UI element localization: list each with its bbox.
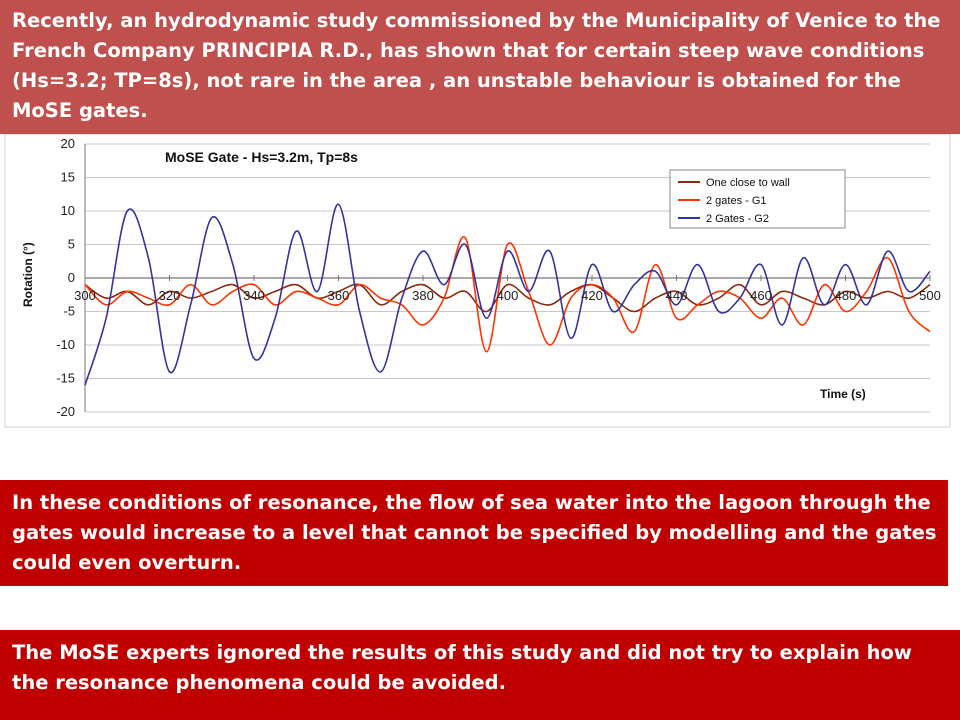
legend-label-2-gates-g1: 2 gates - G1 <box>706 195 767 207</box>
series-line-0 <box>84 283 931 313</box>
x-tick-label: 360 <box>328 288 350 303</box>
x-tick-label: 400 <box>497 288 519 303</box>
chart-title: MoSE Gate - Hs=3.2m, Tp=8s <box>165 149 358 165</box>
x-tick-label: 460 <box>750 288 772 303</box>
x-tick-label: 300 <box>74 288 96 303</box>
y-tick-label: 10 <box>61 203 75 218</box>
banner-top: Recently, an hydrodynamic study commissi… <box>0 0 960 134</box>
x-axis-title: Time (s) <box>820 387 866 401</box>
x-tick-labels: 300 320 340 360 380 400 420 440 460 480 500 <box>74 288 941 303</box>
x-tick-label: 440 <box>666 288 688 303</box>
y-tick-label: 15 <box>61 170 75 185</box>
y-tick-label: 20 <box>61 136 75 151</box>
y-tick-label: -15 <box>56 371 75 386</box>
x-tick-label: 340 <box>243 288 265 303</box>
x-tick-label: 500 <box>919 288 941 303</box>
banner-bottom: The MoSE experts ignored the results of … <box>0 630 960 720</box>
y-tick-labels: 20 15 10 5 0 -5 -10 -15 -20 <box>56 136 75 419</box>
x-tick-label: 420 <box>581 288 603 303</box>
legend-label-2-gates-g2: 2 Gates - G2 <box>706 213 769 225</box>
banner-middle: In these conditions of resonance, the fl… <box>0 480 948 586</box>
chart: 20 15 10 5 0 -5 -10 -15 -20 300 320 340 360 380 400 42… <box>0 134 960 430</box>
y-tick-label: -10 <box>56 337 75 352</box>
y-axis-title: Rotation (°) <box>21 242 35 307</box>
series-layer <box>84 203 931 386</box>
x-tick-label: 480 <box>835 288 857 303</box>
y-tick-label: -20 <box>56 404 75 419</box>
series-line-2 <box>84 203 931 386</box>
y-tick-label: 0 <box>68 270 75 285</box>
grid-layer <box>84 143 931 413</box>
chart-svg: 20 15 10 5 0 -5 -10 -15 -20 300 320 340 360 380 400 42… <box>4 134 951 428</box>
legend-label-one-close-to-wall: One close to wall <box>706 177 790 189</box>
x-tick-label: 380 <box>412 288 434 303</box>
x-tick-label: 320 <box>159 288 181 303</box>
y-tick-label: 5 <box>68 237 75 252</box>
y-tick-label: -5 <box>63 304 75 319</box>
legend: One close to wall 2 gates - G1 2 Gates -… <box>669 169 846 229</box>
